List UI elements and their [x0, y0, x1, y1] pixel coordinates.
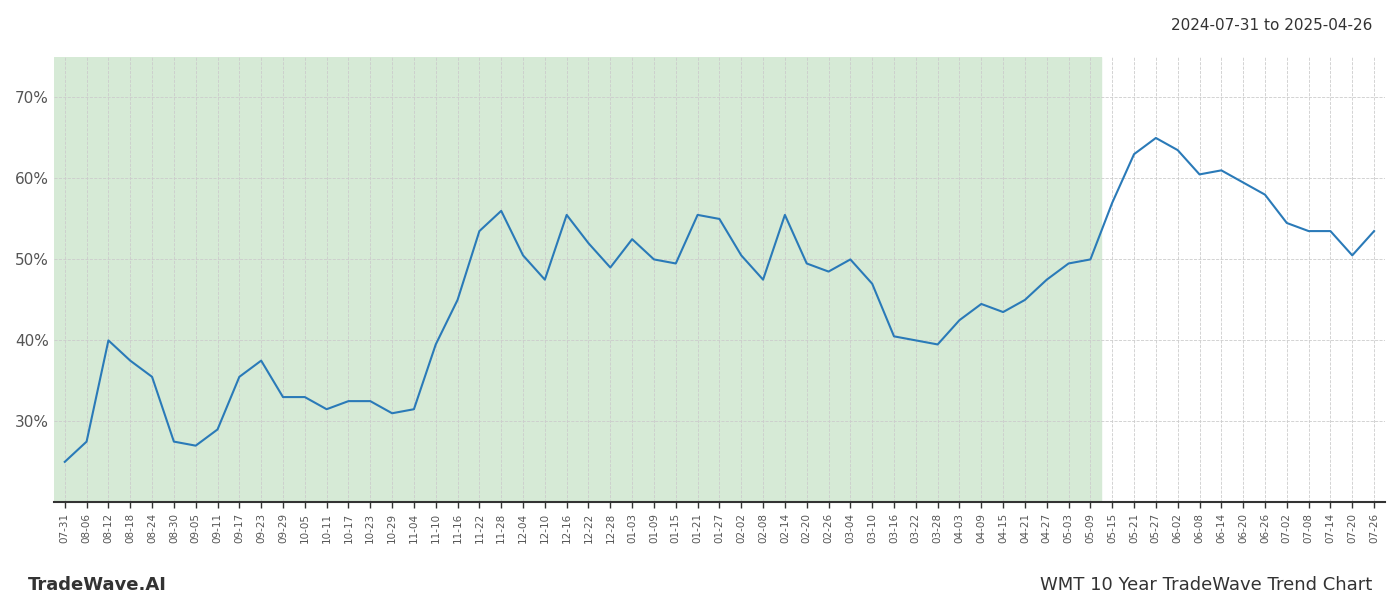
Text: 2024-07-31 to 2025-04-26: 2024-07-31 to 2025-04-26: [1170, 18, 1372, 33]
Text: WMT 10 Year TradeWave Trend Chart: WMT 10 Year TradeWave Trend Chart: [1040, 576, 1372, 594]
Bar: [53, 57, 1102, 502]
Text: TradeWave.AI: TradeWave.AI: [28, 576, 167, 594]
